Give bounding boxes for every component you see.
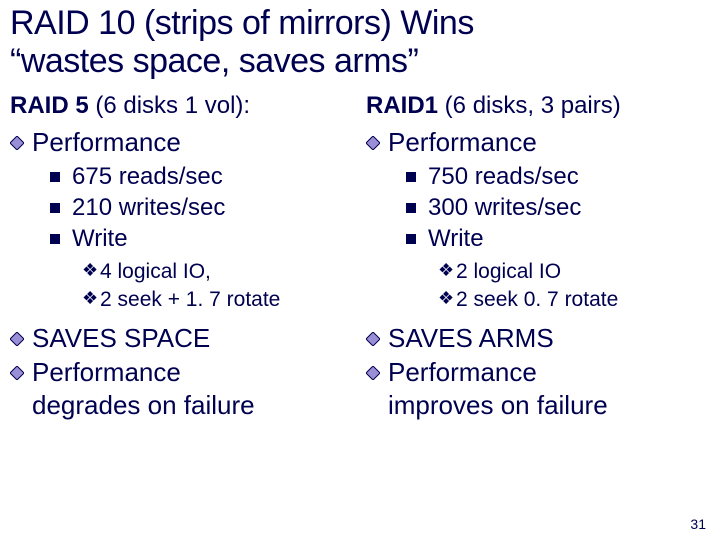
right-heading: RAID1 (6 disks, 3 pairs) <box>366 92 710 120</box>
list-item: 675 reads/sec <box>50 161 354 192</box>
square-icon <box>406 203 416 213</box>
square-icon <box>50 172 60 182</box>
left-performance-item: Performance <box>10 126 354 159</box>
note-line-a: Performance <box>388 357 537 387</box>
diamond-icon <box>366 136 380 150</box>
list-item: 750 reads/sec <box>406 161 710 192</box>
list-item: ❖2 seek 0. 7 rotate <box>438 286 710 314</box>
arrow-icon: ❖ <box>438 287 456 311</box>
left-heading: RAID 5 (6 disks 1 vol): <box>10 92 354 120</box>
note-line-b: improves on failure <box>388 390 608 420</box>
left-heading-bold: RAID 5 <box>10 92 89 119</box>
note-line-b: degrades on failure <box>32 390 255 420</box>
note-text: SAVES SPACE <box>32 322 354 355</box>
columns: RAID 5 (6 disks 1 vol): Performance 675 … <box>10 86 710 423</box>
right-performance-item: Performance <box>366 126 710 159</box>
stat-text: 300 writes/sec <box>428 192 710 223</box>
stat-text: 750 reads/sec <box>428 161 710 192</box>
list-item: ❖2 logical IO <box>438 258 710 286</box>
note-text: SAVES ARMS <box>388 322 710 355</box>
note-text: Performance degrades on failure <box>32 356 354 421</box>
right-note-1: SAVES ARMS <box>366 322 710 355</box>
detail-text: 2 logical IO <box>456 258 710 286</box>
right-performance-label: Performance <box>388 126 710 159</box>
arrow-icon: ❖ <box>82 259 100 283</box>
right-column: RAID1 (6 disks, 3 pairs) Performance 750… <box>360 86 710 423</box>
square-icon <box>406 172 416 182</box>
left-heading-rest: (6 disks 1 vol): <box>89 92 250 119</box>
left-note-2: Performance degrades on failure <box>10 356 354 421</box>
detail-text: 2 seek 0. 7 rotate <box>456 286 710 314</box>
diamond-icon <box>10 366 24 380</box>
right-heading-bold: RAID1 <box>366 92 438 119</box>
detail-text: 4 logical IO, <box>100 258 354 286</box>
detail-text: 2 seek + 1. 7 rotate <box>100 286 354 314</box>
right-stats: 750 reads/sec 300 writes/sec Write <box>366 161 710 255</box>
title-line-1: RAID 10 (strips of mirrors) Wins <box>10 4 474 42</box>
diamond-icon <box>10 332 24 346</box>
left-column: RAID 5 (6 disks 1 vol): Performance 675 … <box>10 86 360 423</box>
left-stats: 675 reads/sec 210 writes/sec Write <box>10 161 354 255</box>
diamond-icon <box>366 332 380 346</box>
stat-text: Write <box>72 223 354 254</box>
left-performance-label: Performance <box>32 126 354 159</box>
list-item: ❖4 logical IO, <box>82 258 354 286</box>
slide-title: RAID 10 (strips of mirrors) Wins “wastes… <box>10 4 710 80</box>
list-item: 300 writes/sec <box>406 192 710 223</box>
left-write-detail: ❖4 logical IO, ❖2 seek + 1. 7 rotate <box>10 258 354 313</box>
note-line-a: Performance <box>32 357 181 387</box>
square-icon <box>50 234 60 244</box>
diamond-icon <box>366 366 380 380</box>
stat-text: 210 writes/sec <box>72 192 354 223</box>
right-write-detail: ❖2 logical IO ❖2 seek 0. 7 rotate <box>366 258 710 313</box>
right-heading-rest: (6 disks, 3 pairs) <box>438 92 621 119</box>
page-number: 31 <box>690 516 706 532</box>
list-item: Write <box>406 223 710 254</box>
list-item: Write <box>50 223 354 254</box>
diamond-icon <box>10 136 24 150</box>
note-text: Performance improves on failure <box>388 356 710 421</box>
stat-text: 675 reads/sec <box>72 161 354 192</box>
slide: RAID 10 (strips of mirrors) Wins “wastes… <box>0 0 720 540</box>
stat-text: Write <box>428 223 710 254</box>
square-icon <box>406 234 416 244</box>
list-item: ❖2 seek + 1. 7 rotate <box>82 286 354 314</box>
square-icon <box>50 203 60 213</box>
arrow-icon: ❖ <box>82 287 100 311</box>
title-line-2: “wastes space, saves arms” <box>10 42 418 80</box>
list-item: 210 writes/sec <box>50 192 354 223</box>
right-note-2: Performance improves on failure <box>366 356 710 421</box>
left-note-1: SAVES SPACE <box>10 322 354 355</box>
arrow-icon: ❖ <box>438 259 456 283</box>
